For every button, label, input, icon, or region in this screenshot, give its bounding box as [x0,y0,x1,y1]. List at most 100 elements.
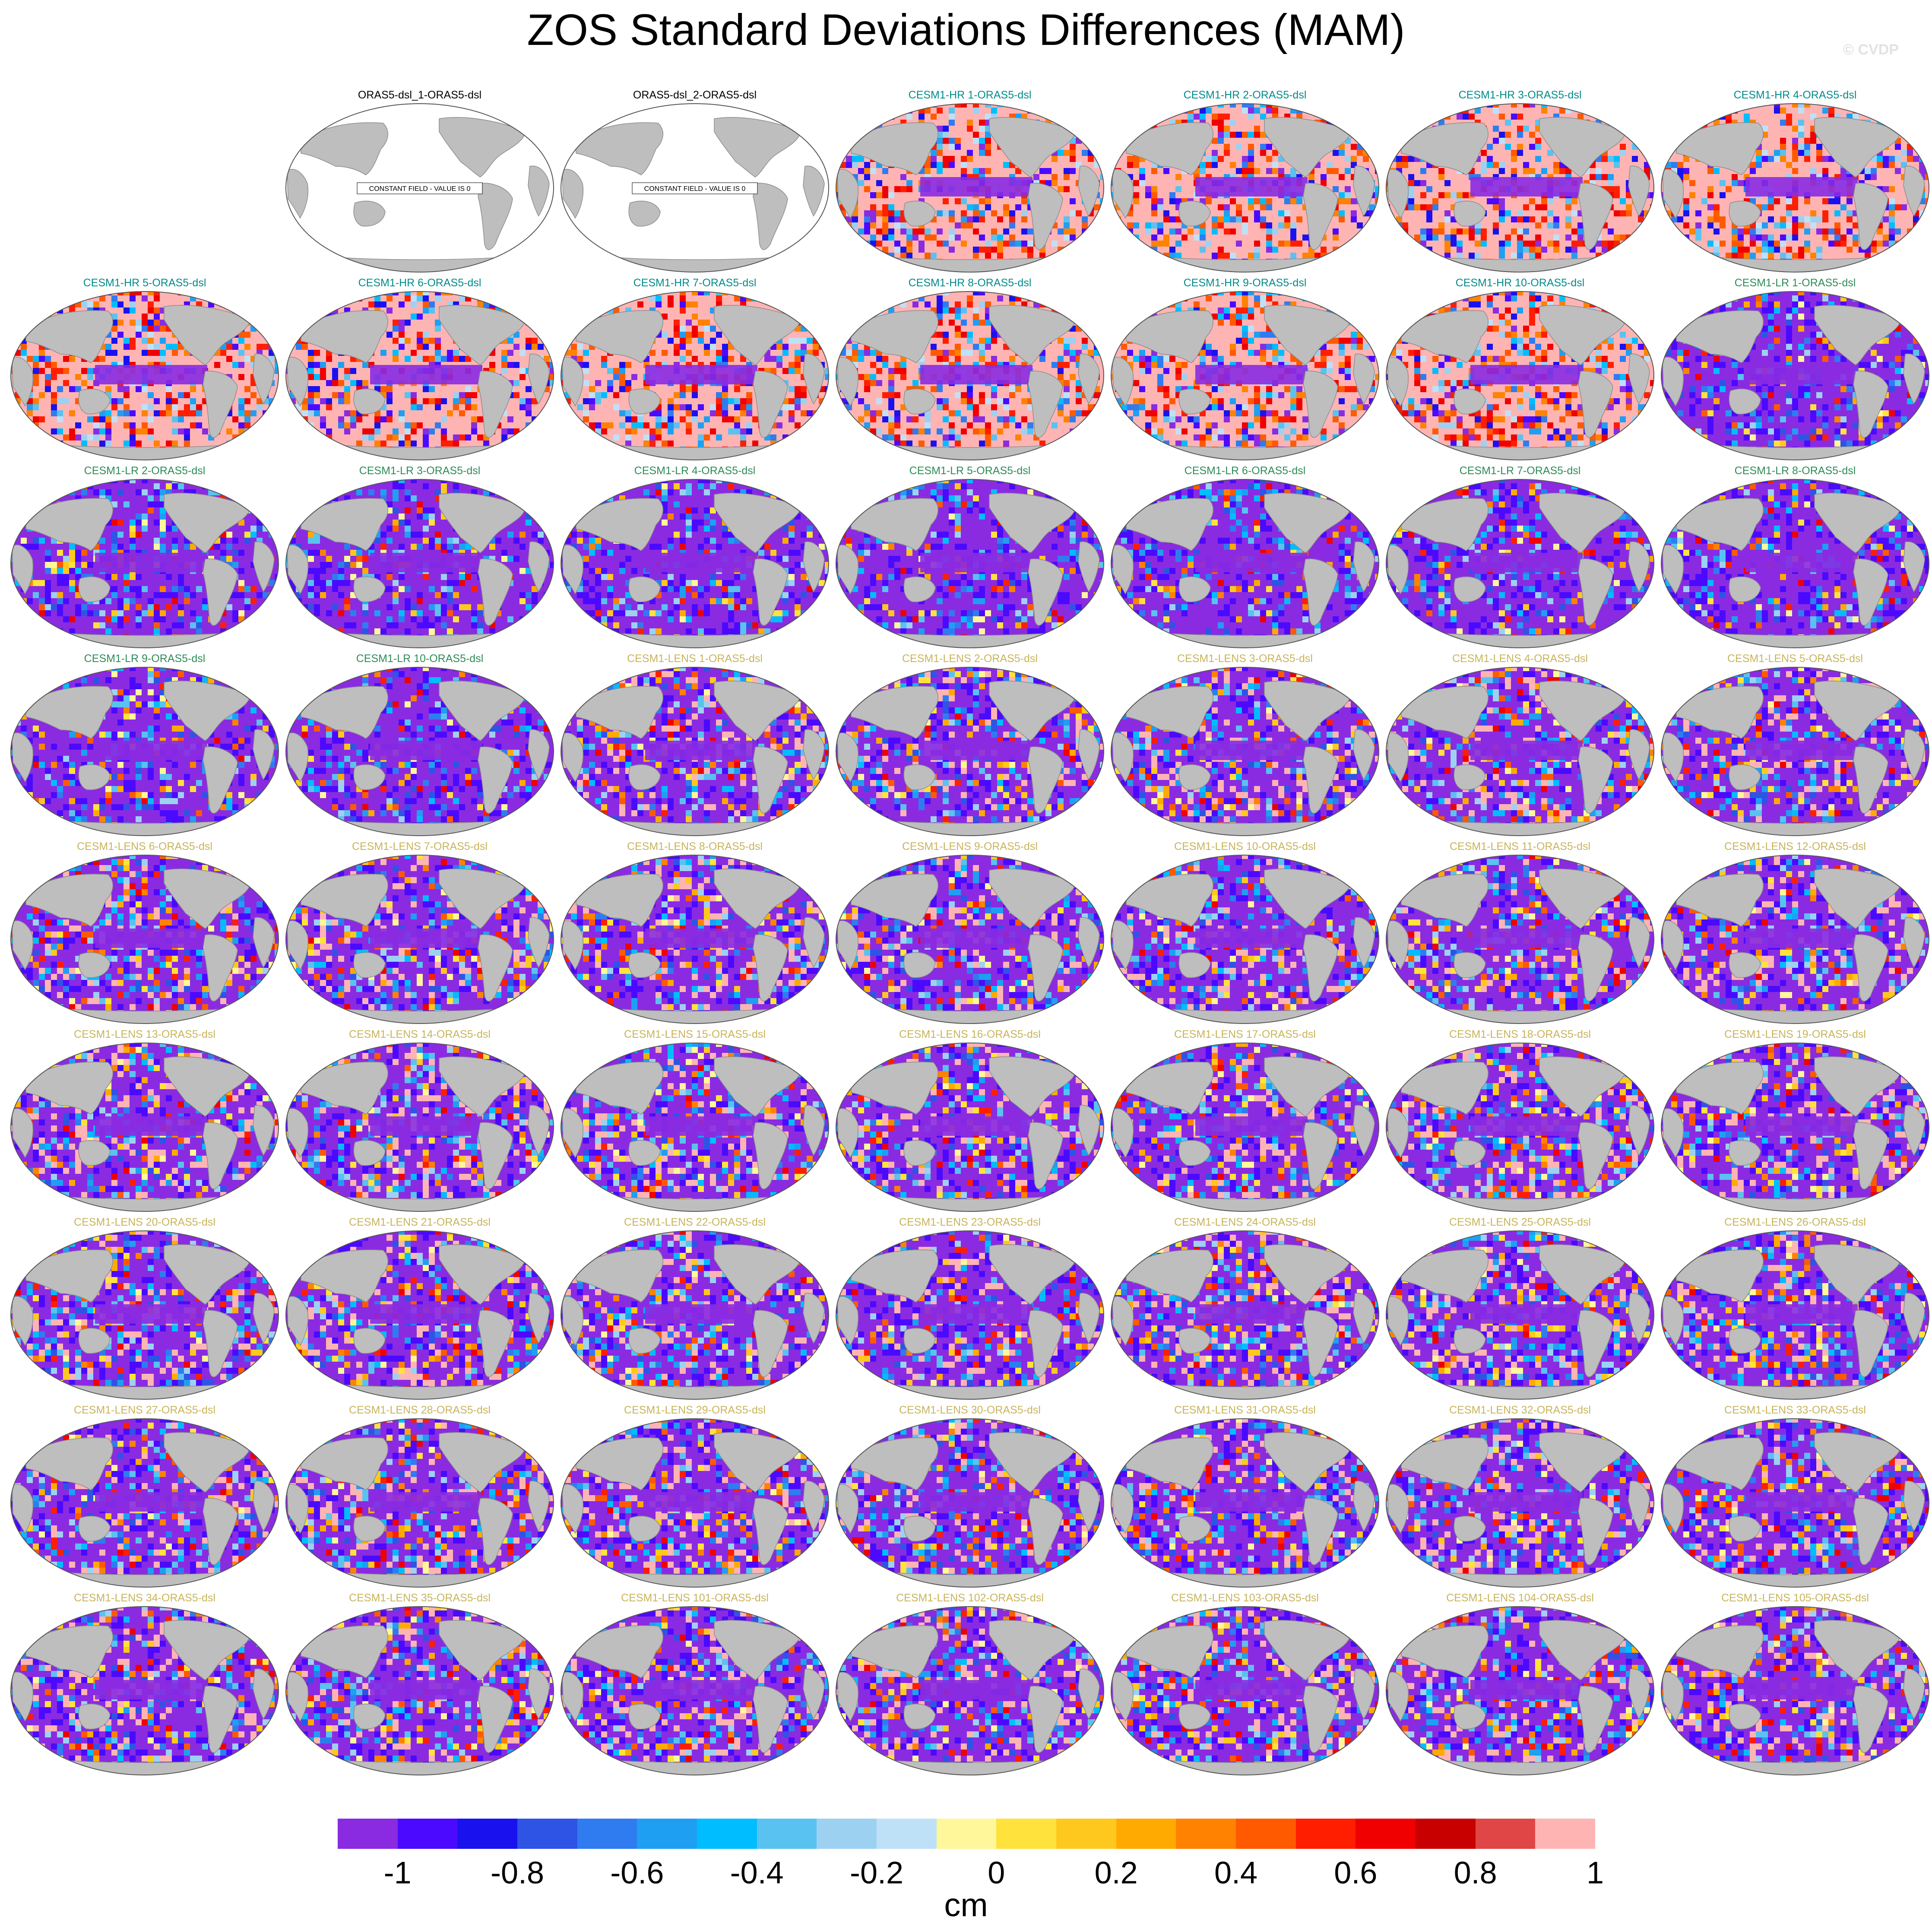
panel-title: CESM1-LR 4-ORAS5-dsl [559,464,831,477]
map-panel: CESM1-LENS 102-ORAS5-dsl [834,1591,1106,1779]
panel-title: CESM1-LENS 33-ORAS5-dsl [1659,1404,1931,1417]
colorbar-box [577,1819,637,1849]
colorbar-box [697,1819,757,1849]
map-panel: CESM1-LR 9-ORAS5-dsl [9,652,281,840]
globe-map [1384,1041,1656,1214]
panel-title: CESM1-LR 10-ORAS5-dsl [284,652,556,665]
map-panel: CESM1-LENS 26-ORAS5-dsl [1659,1216,1931,1404]
globe-map [834,477,1106,650]
globe-map [559,1041,831,1214]
map-panel: CESM1-LENS 12-ORAS5-dsl [1659,840,1931,1028]
globe-map [9,853,281,1026]
globe-map [1384,289,1656,462]
colorbar-tick-label: 0.2 [1095,1855,1138,1891]
panel-title: CESM1-LENS 18-ORAS5-dsl [1384,1028,1656,1041]
globe-map [1109,477,1381,650]
map-panel: CESM1-LENS 14-ORAS5-dsl [284,1028,556,1216]
colorbar-units: cm [0,1886,1932,1924]
panel-title: CESM1-LENS 8-ORAS5-dsl [559,840,831,853]
globe-map [834,101,1106,274]
panel-title: CESM1-LENS 105-ORAS5-dsl [1659,1591,1931,1604]
globe-map: CONSTANT FIELD - VALUE IS 0 [284,101,556,274]
map-panel: CESM1-LR 5-ORAS5-dsl [834,464,1106,652]
globe-map [1659,289,1931,462]
globe-map [1109,1041,1381,1214]
colorbar-box [398,1819,458,1849]
globe-map [284,665,556,838]
colorbar-box [1116,1819,1176,1849]
map-panel: CESM1-LENS 22-ORAS5-dsl [559,1216,831,1404]
globe-map [1109,1604,1381,1777]
panel-title: CESM1-LR 7-ORAS5-dsl [1384,464,1656,477]
globe-map [1659,1041,1931,1214]
globe-map [1384,853,1656,1026]
panel-title: CESM1-LR 1-ORAS5-dsl [1659,276,1931,289]
map-panel: CESM1-LENS 32-ORAS5-dsl [1384,1404,1656,1591]
map-panel: CESM1-LR 2-ORAS5-dsl [9,464,281,652]
map-panel: CESM1-LENS 11-ORAS5-dsl [1384,840,1656,1028]
globe-map [1384,1604,1656,1777]
panel-title: CESM1-HR 9-ORAS5-dsl [1109,276,1381,289]
colorbar-box [757,1819,817,1849]
globe-map [284,1417,556,1589]
map-panel: CESM1-HR 10-ORAS5-dsl [1384,276,1656,464]
panel-title: CESM1-LENS 26-ORAS5-dsl [1659,1216,1931,1229]
globe-map [1659,101,1931,274]
panel-title: CESM1-LR 3-ORAS5-dsl [284,464,556,477]
map-panel: CESM1-LENS 9-ORAS5-dsl [834,840,1106,1028]
globe-map [284,289,556,462]
globe-map [559,477,831,650]
globe-map [834,1229,1106,1401]
globe-map [1384,1417,1656,1589]
colorbar-box [937,1819,997,1849]
map-panel: CESM1-LENS 103-ORAS5-dsl [1109,1591,1381,1779]
globe-map [284,1229,556,1401]
colorbar-tick-label: 0 [988,1855,1005,1891]
globe-map [559,289,831,462]
globe-map [1659,853,1931,1026]
panel-title: CESM1-LENS 19-ORAS5-dsl [1659,1028,1931,1041]
colorbar-box [457,1819,517,1849]
map-panel: CESM1-LENS 2-ORAS5-dsl [834,652,1106,840]
map-panel: CESM1-LENS 8-ORAS5-dsl [559,840,831,1028]
panel-title: CESM1-HR 2-ORAS5-dsl [1109,89,1381,101]
panel-title: CESM1-LENS 22-ORAS5-dsl [559,1216,831,1229]
panel-title: CESM1-LENS 23-ORAS5-dsl [834,1216,1106,1229]
panel-title: CESM1-LENS 101-ORAS5-dsl [559,1591,831,1604]
panel-title: CESM1-HR 4-ORAS5-dsl [1659,89,1931,101]
globe-map [9,1229,281,1401]
panel-title: CESM1-LENS 15-ORAS5-dsl [559,1028,831,1041]
globe-map [1109,1417,1381,1589]
globe-map [1109,853,1381,1026]
globe-map [1109,101,1381,274]
colorbar-tick-label: -0.8 [491,1855,544,1891]
globe-map [9,477,281,650]
globe-map: CONSTANT FIELD - VALUE IS 0 [559,101,831,274]
panel-title: CESM1-LENS 7-ORAS5-dsl [284,840,556,853]
panel-title: CESM1-LENS 2-ORAS5-dsl [834,652,1106,665]
panel-title: CESM1-LENS 11-ORAS5-dsl [1384,840,1656,853]
map-panel: CESM1-HR 1-ORAS5-dsl [834,89,1106,276]
globe-map [1659,1417,1931,1589]
globe-map [9,1604,281,1777]
colorbar-tick-label: -1 [384,1855,412,1891]
constant-field-label: CONSTANT FIELD - VALUE IS 0 [369,185,471,193]
globe-map [9,665,281,838]
colorbar-tick-label: 0.8 [1454,1855,1497,1891]
colorbar-box [1236,1819,1296,1849]
map-panel: CESM1-LENS 27-ORAS5-dsl [9,1404,281,1591]
panel-title: CESM1-LENS 102-ORAS5-dsl [834,1591,1106,1604]
panel-title: CESM1-LENS 1-ORAS5-dsl [559,652,831,665]
panel-title: CESM1-LENS 103-ORAS5-dsl [1109,1591,1381,1604]
panel-title: CESM1-LENS 14-ORAS5-dsl [284,1028,556,1041]
panel-title: CESM1-LENS 104-ORAS5-dsl [1384,1591,1656,1604]
globe-map [1109,665,1381,838]
panel-title: CESM1-LENS 5-ORAS5-dsl [1659,652,1931,665]
panel-title: CESM1-LENS 4-ORAS5-dsl [1384,652,1656,665]
map-panel: CESM1-LENS 101-ORAS5-dsl [559,1591,831,1779]
panel-title: CESM1-LENS 10-ORAS5-dsl [1109,840,1381,853]
map-panel: CESM1-LR 1-ORAS5-dsl [1659,276,1931,464]
colorbar-box [1356,1819,1416,1849]
